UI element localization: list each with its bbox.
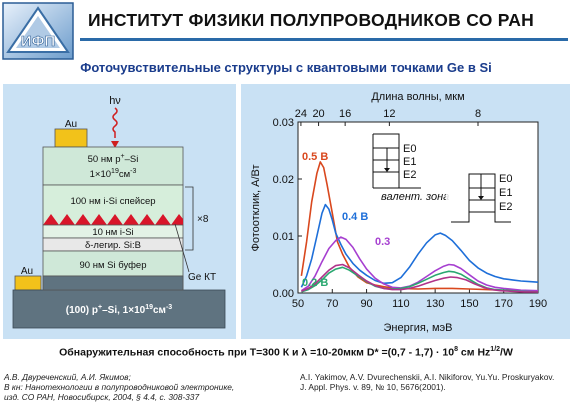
x-tick-label: 90	[360, 298, 372, 310]
series-label-04: 0.4 В	[342, 211, 368, 223]
inset1-e1: E1	[403, 156, 416, 168]
spacer-label: 100 нм i-Si спейсер	[70, 196, 155, 207]
y-tick-label: 0.02	[273, 174, 294, 186]
series-label-05: 0.5 В	[302, 151, 328, 163]
x-tick-label: 70	[326, 298, 338, 310]
x-tick-label: 190	[529, 298, 547, 310]
series-line-0	[300, 161, 539, 293]
y-tick-label: 0.01	[273, 231, 294, 243]
ge-quantum-dots	[43, 214, 183, 225]
x-ticks: 50 70 90 110 130 150 170 190	[292, 289, 547, 310]
x-tick-label: 110	[392, 298, 410, 310]
photon-label: hν	[109, 95, 121, 107]
reference-russian: А.В. Двуреченский, А.И. Якимов; В кн: На…	[4, 372, 235, 402]
series-line-4	[301, 263, 538, 293]
inset-levels: E0 E1 E2	[446, 168, 532, 226]
inset-valence-band: E0 E1 E2 валент. зона	[368, 130, 449, 203]
page-subtitle: Фоточувствительные структуры с квантовым…	[80, 60, 492, 75]
valence-label: валент. зона	[381, 191, 449, 203]
au-top-contact	[54, 128, 88, 148]
repeat-bracket	[185, 186, 194, 251]
structure-panel: hν Au 50 нм p+–Si 1×1019см-3 100 нм i-Si…	[3, 84, 236, 339]
x-tick-label: 130	[426, 298, 444, 310]
photon-arrowhead-icon	[111, 141, 119, 148]
layer-buffer	[42, 250, 184, 277]
inset2-e2: E2	[499, 201, 512, 213]
header-rule	[80, 38, 568, 41]
ge-label: Ge КТ	[188, 272, 216, 283]
isi-label: 10 нм i-Si	[92, 227, 133, 238]
reference-english: A.I. Yakimov, A.V. Dvurechenskii, A.I. N…	[300, 372, 555, 392]
au-left-contact	[14, 275, 42, 291]
x-tick-label: 50	[292, 298, 304, 310]
x-tick-label: 150	[460, 298, 478, 310]
photoresponse-chart: Длина волны, мкм Энергия, мэВ Фотоотклик…	[250, 91, 547, 334]
y-tick-label: 0.00	[273, 288, 294, 300]
x-axis-label: Энергия, мэВ	[384, 322, 453, 334]
ge-pointer	[174, 223, 190, 273]
delta-label: δ-легир. Si:B	[85, 240, 141, 251]
substrate-label: (100) p+–Si, 1×1019см-3	[66, 304, 173, 316]
series-layer	[300, 161, 539, 293]
top-tick-label: 20	[312, 108, 324, 120]
top-tick-label: 8	[475, 108, 481, 120]
inset1-e2: E2	[403, 169, 416, 181]
top-tick-label: 24	[295, 108, 307, 120]
institute-logo: ИФП	[2, 2, 74, 60]
chart-panel: Длина волны, мкм Энергия, мэВ Фотоотклик…	[241, 84, 570, 339]
top-ticks: 24 20 16 12 8	[295, 108, 481, 126]
x-tick-label: 170	[495, 298, 513, 310]
y-axis-label: Фотоотклик, А/Вт	[250, 164, 262, 251]
header-title: ИНСТИТУТ ФИЗИКИ ПОЛУПРОВОДНИКОВ СО РАН	[88, 10, 535, 30]
au-top-label: Au	[65, 119, 77, 130]
inset2-e1: E1	[499, 187, 512, 199]
layer-top-line2: 1×1019см-3	[90, 168, 137, 180]
substrate	[12, 289, 226, 329]
au-left-label: Au	[21, 266, 33, 277]
inset2-e0: E0	[499, 173, 512, 185]
top-tick-label: 12	[383, 108, 395, 120]
logo-text: ИФП	[21, 33, 55, 50]
series-label-02: 0.2 В	[302, 277, 328, 289]
repeat-label: ×8	[197, 214, 209, 225]
detectivity-statement: Обнаружительная способность при T=300 К …	[59, 346, 513, 359]
top-axis-label: Длина волны, мкм	[371, 91, 464, 103]
inset1-e0: E0	[403, 143, 416, 155]
y-tick-label: 0.03	[273, 117, 294, 129]
layer-top-line1: 50 нм p+–Si	[88, 153, 139, 165]
series-label-03: 0.3	[375, 236, 390, 248]
layer-top-p-si	[42, 146, 184, 186]
buffer-label: 90 нм Si буфер	[80, 260, 147, 271]
series-line-1	[300, 203, 539, 288]
y-ticks: 0.00 0.01 0.02 0.03	[273, 117, 302, 300]
top-tick-label: 16	[339, 108, 351, 120]
photon-arrow-icon	[112, 107, 118, 138]
structure-diagram: hν Au 50 нм p+–Si 1×1019см-3 100 нм i-Si…	[12, 95, 226, 329]
